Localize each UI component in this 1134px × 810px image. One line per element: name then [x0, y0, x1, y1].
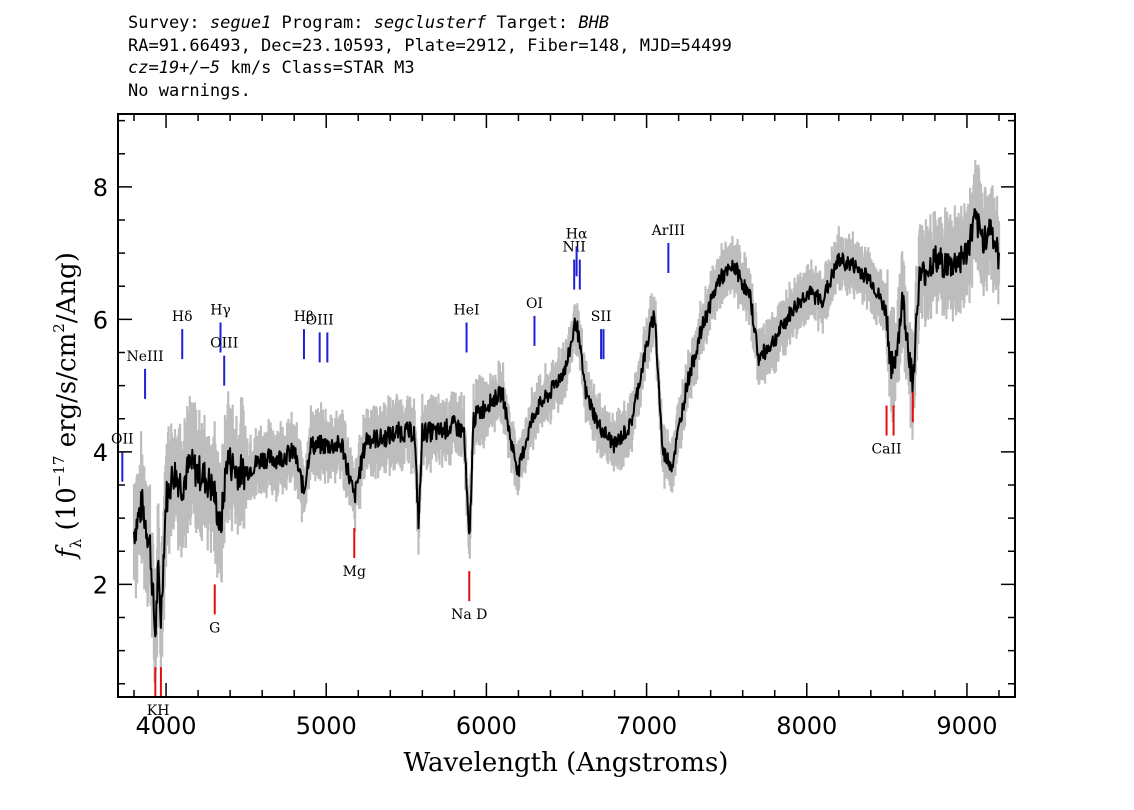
x-tick-label: 6000 — [456, 712, 517, 740]
flux-series — [133, 208, 1000, 638]
line-label-hβ: Hβ — [294, 309, 314, 325]
line-label-hδ: Hδ — [172, 309, 193, 325]
line-label-hei: HeI — [454, 303, 480, 319]
plot-frame — [117, 113, 1016, 698]
spectrum-header: Survey: segue1 Program: segclusterf Targ… — [128, 12, 732, 102]
target-label: Target: — [486, 13, 579, 33]
line-label-oii: OII — [111, 432, 134, 448]
line-label-oi: OI — [526, 296, 543, 312]
line-label-oiii: OIII — [306, 312, 334, 328]
line-label-oiii: OIII — [210, 336, 238, 352]
x-tick-label: 5000 — [296, 712, 357, 740]
flux-line — [133, 208, 1000, 638]
line-label-na-d: Na D — [451, 607, 487, 623]
line-label-ariii: ArIII — [651, 223, 685, 239]
line-label-caii: CaII — [871, 442, 901, 458]
header-coordinates-line: RA=91.66493, Dec=23.10593, Plate=2912, F… — [128, 35, 732, 56]
class-value: km/s Class=STAR M3 — [220, 58, 415, 78]
x-axis-label: Wavelength (Angstroms) — [404, 748, 729, 778]
x-tick-label: 9000 — [936, 712, 997, 740]
header-survey-line: Survey: segue1 Program: segclusterf Targ… — [128, 12, 732, 35]
line-label-neiii: NeIII — [126, 349, 163, 365]
x-tick-label: 4000 — [136, 712, 197, 740]
line-label-sii: SII — [591, 309, 612, 325]
axis-ticks: 4000 5000 6000 7000 8000 9000 2 4 6 8 — [93, 114, 1015, 740]
program-value: segclusterf — [373, 13, 487, 33]
line-label-kh: KH — [147, 703, 170, 719]
y-tick-label: 4 — [93, 439, 108, 467]
line-label-g: G — [209, 620, 220, 636]
y-tick-label: 2 — [93, 571, 108, 599]
survey-label: Survey: — [128, 13, 210, 33]
x-tick-label: 8000 — [776, 712, 837, 740]
survey-value: segue1 — [209, 13, 272, 33]
redshift-value: cz=19+/−5 — [128, 58, 221, 78]
line-label-hα: Hα — [566, 226, 588, 242]
line-label-hγ: Hγ — [210, 303, 231, 319]
y-tick-label: 8 — [93, 174, 108, 202]
line-label-mg: Mg — [343, 564, 366, 580]
y-tick-label: 6 — [93, 306, 108, 334]
target-value: BHB — [578, 13, 610, 33]
x-tick-label: 7000 — [616, 712, 677, 740]
line-label-nii: NII — [563, 240, 586, 256]
header-redshift-line: cz=19+/−5 km/s Class=STAR M3 — [128, 57, 732, 80]
header-warnings-line: No warnings. — [128, 80, 251, 101]
program-label: Program: — [271, 13, 374, 33]
y-axis-label: fλ (10−17 erg/s/cm2/Ang) — [50, 252, 85, 560]
